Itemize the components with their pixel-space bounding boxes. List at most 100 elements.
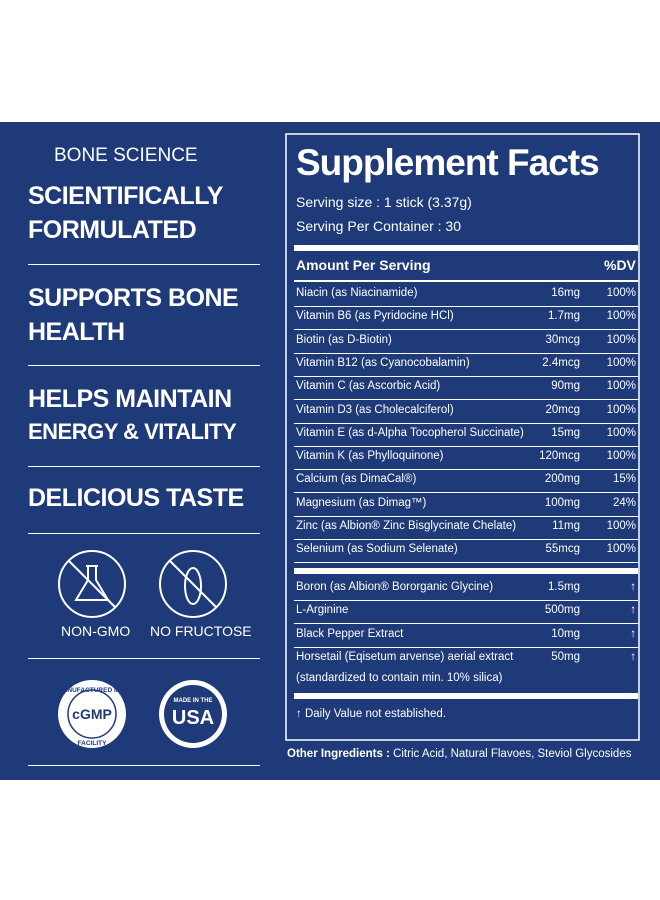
row-rule <box>294 422 638 424</box>
claim: DELICIOUS TASTE <box>28 484 244 512</box>
other-text: Citric Acid, Natural Flavoes, Steviol Gl… <box>389 748 632 760</box>
servings: Serving Per Container : 30 <box>296 218 461 234</box>
nutrient: Niacin (as Niacinamide) <box>296 287 418 299</box>
dv: 100% <box>606 450 636 463</box>
nutrient: Vitamin B12 (as Cyanocobalamin) <box>296 356 470 369</box>
amount: 50mg <box>551 650 580 663</box>
row-rule <box>294 352 638 354</box>
dv: 100% <box>606 520 636 532</box>
dv: 100% <box>606 356 636 369</box>
icon-label: NO FRUCTOSE <box>150 623 252 639</box>
claim: ENERGY & VITALITY <box>28 419 237 444</box>
row-rule <box>294 469 638 470</box>
amount: 20mcg <box>545 403 580 416</box>
claim: SUPPORTS BONE <box>28 284 239 312</box>
icon-non-gmo <box>58 550 126 618</box>
dv: 15% <box>612 473 636 486</box>
dv: 100% <box>606 333 636 346</box>
ingredient: Black Pepper Extract <box>296 627 404 640</box>
panel <box>0 122 660 780</box>
dv: 100% <box>606 426 636 439</box>
serving-size: Serving size : 1 stick (3.37g) <box>296 194 472 210</box>
badge-text: MADE IN THE <box>174 698 213 704</box>
amount: 30mcg <box>545 333 580 346</box>
row-rule <box>294 515 638 517</box>
claim: HELPS MAINTAIN <box>28 385 232 413</box>
other-ingredients: Other Ingredients : Citric Acid, Natural… <box>287 748 631 760</box>
amount: 1.5mg <box>548 581 580 593</box>
icon-no-fructose <box>159 550 227 618</box>
amount: 90mg <box>551 380 580 393</box>
row-rule <box>294 329 638 330</box>
amount: 55mcg <box>545 543 580 556</box>
other-label: Other Ingredients : <box>287 748 390 760</box>
dv-header: %DV <box>604 257 636 273</box>
row-rule <box>294 399 638 400</box>
amount: 15mg <box>551 426 580 439</box>
nutrient: Calcium (as DimaCal®) <box>296 473 417 486</box>
row-rule <box>294 600 638 601</box>
icon-label: NON-GMO <box>61 623 131 639</box>
dv: ↑ <box>630 650 636 663</box>
divider <box>28 466 260 467</box>
footnote: ↑ Daily Value not established. <box>296 708 447 720</box>
amount: 16mg <box>551 287 580 299</box>
facts-box <box>285 133 640 741</box>
facts-title: Supplement Facts <box>296 142 600 183</box>
row-rule <box>294 306 638 307</box>
nutrient: Vitamin B6 (as Pyridocine HCl) <box>296 310 454 323</box>
dv: 100% <box>606 403 636 416</box>
amount: 1.7mg <box>548 310 580 323</box>
claim: HEALTH <box>28 318 125 346</box>
nutrient: Vitamin K (as Phylloquinone) <box>296 450 444 463</box>
brand: BONE SCIENCE <box>54 145 198 166</box>
ingredient: Horsetail (Eqisetum arvense) aerial extr… <box>296 650 514 663</box>
row-rule <box>294 623 638 624</box>
amount-header: Amount Per Serving <box>296 257 431 273</box>
ingredient: L-Arginine <box>296 604 349 617</box>
badge-text: cGMP <box>72 706 112 722</box>
amount: 100mg <box>544 496 580 509</box>
badge-text: MANUFACTURED IN A <box>57 687 127 694</box>
nutrient: Vitamin D3 (as Cholecalciferol) <box>296 403 454 416</box>
badge-usa <box>159 680 227 748</box>
nutrient: Vitamin E (as d-Alpha Tocopherol Succina… <box>296 426 524 439</box>
nutrient: Biotin (as D-Biotin) <box>296 333 392 346</box>
dv: 100% <box>606 310 636 323</box>
divider <box>28 365 260 366</box>
nutrient: Selenium (as Sodium Selenate) <box>296 543 458 556</box>
dv: 100% <box>606 287 636 299</box>
row-rule <box>294 375 638 377</box>
row-rule <box>294 646 638 648</box>
row-rule <box>294 492 638 493</box>
amount: 120mcg <box>539 450 580 463</box>
horsetail-note: (standardized to contain min. 10% silica… <box>296 672 503 684</box>
amount: 11mg <box>552 520 580 532</box>
nutrient: Magnesium (as Dimag™) <box>296 496 427 509</box>
dv: ↑ <box>630 604 636 617</box>
row-rule <box>294 445 638 447</box>
thick-rule <box>294 568 638 574</box>
thick-rule <box>294 245 638 251</box>
dv: ↑ <box>630 627 636 640</box>
thick-rule <box>294 693 638 699</box>
claim: FORMULATED <box>28 216 197 244</box>
badge-cgmp <box>58 680 126 748</box>
nutrient: Vitamin C (as Ascorbic Acid) <box>296 380 441 393</box>
divider <box>28 658 260 659</box>
rule <box>294 280 638 282</box>
dv: 100% <box>606 380 636 393</box>
amount: 2.4mcg <box>542 356 580 369</box>
amount: 10mg <box>551 627 580 640</box>
dv: ↑ <box>630 581 636 593</box>
row-rule <box>294 562 638 563</box>
claim: SCIENTIFICALLY <box>28 182 223 210</box>
amount: 200mg <box>544 473 580 486</box>
divider <box>28 264 260 265</box>
badge-text: USA <box>172 707 214 729</box>
dv: 100% <box>606 543 636 556</box>
divider <box>28 533 260 534</box>
row-rule <box>294 539 638 540</box>
